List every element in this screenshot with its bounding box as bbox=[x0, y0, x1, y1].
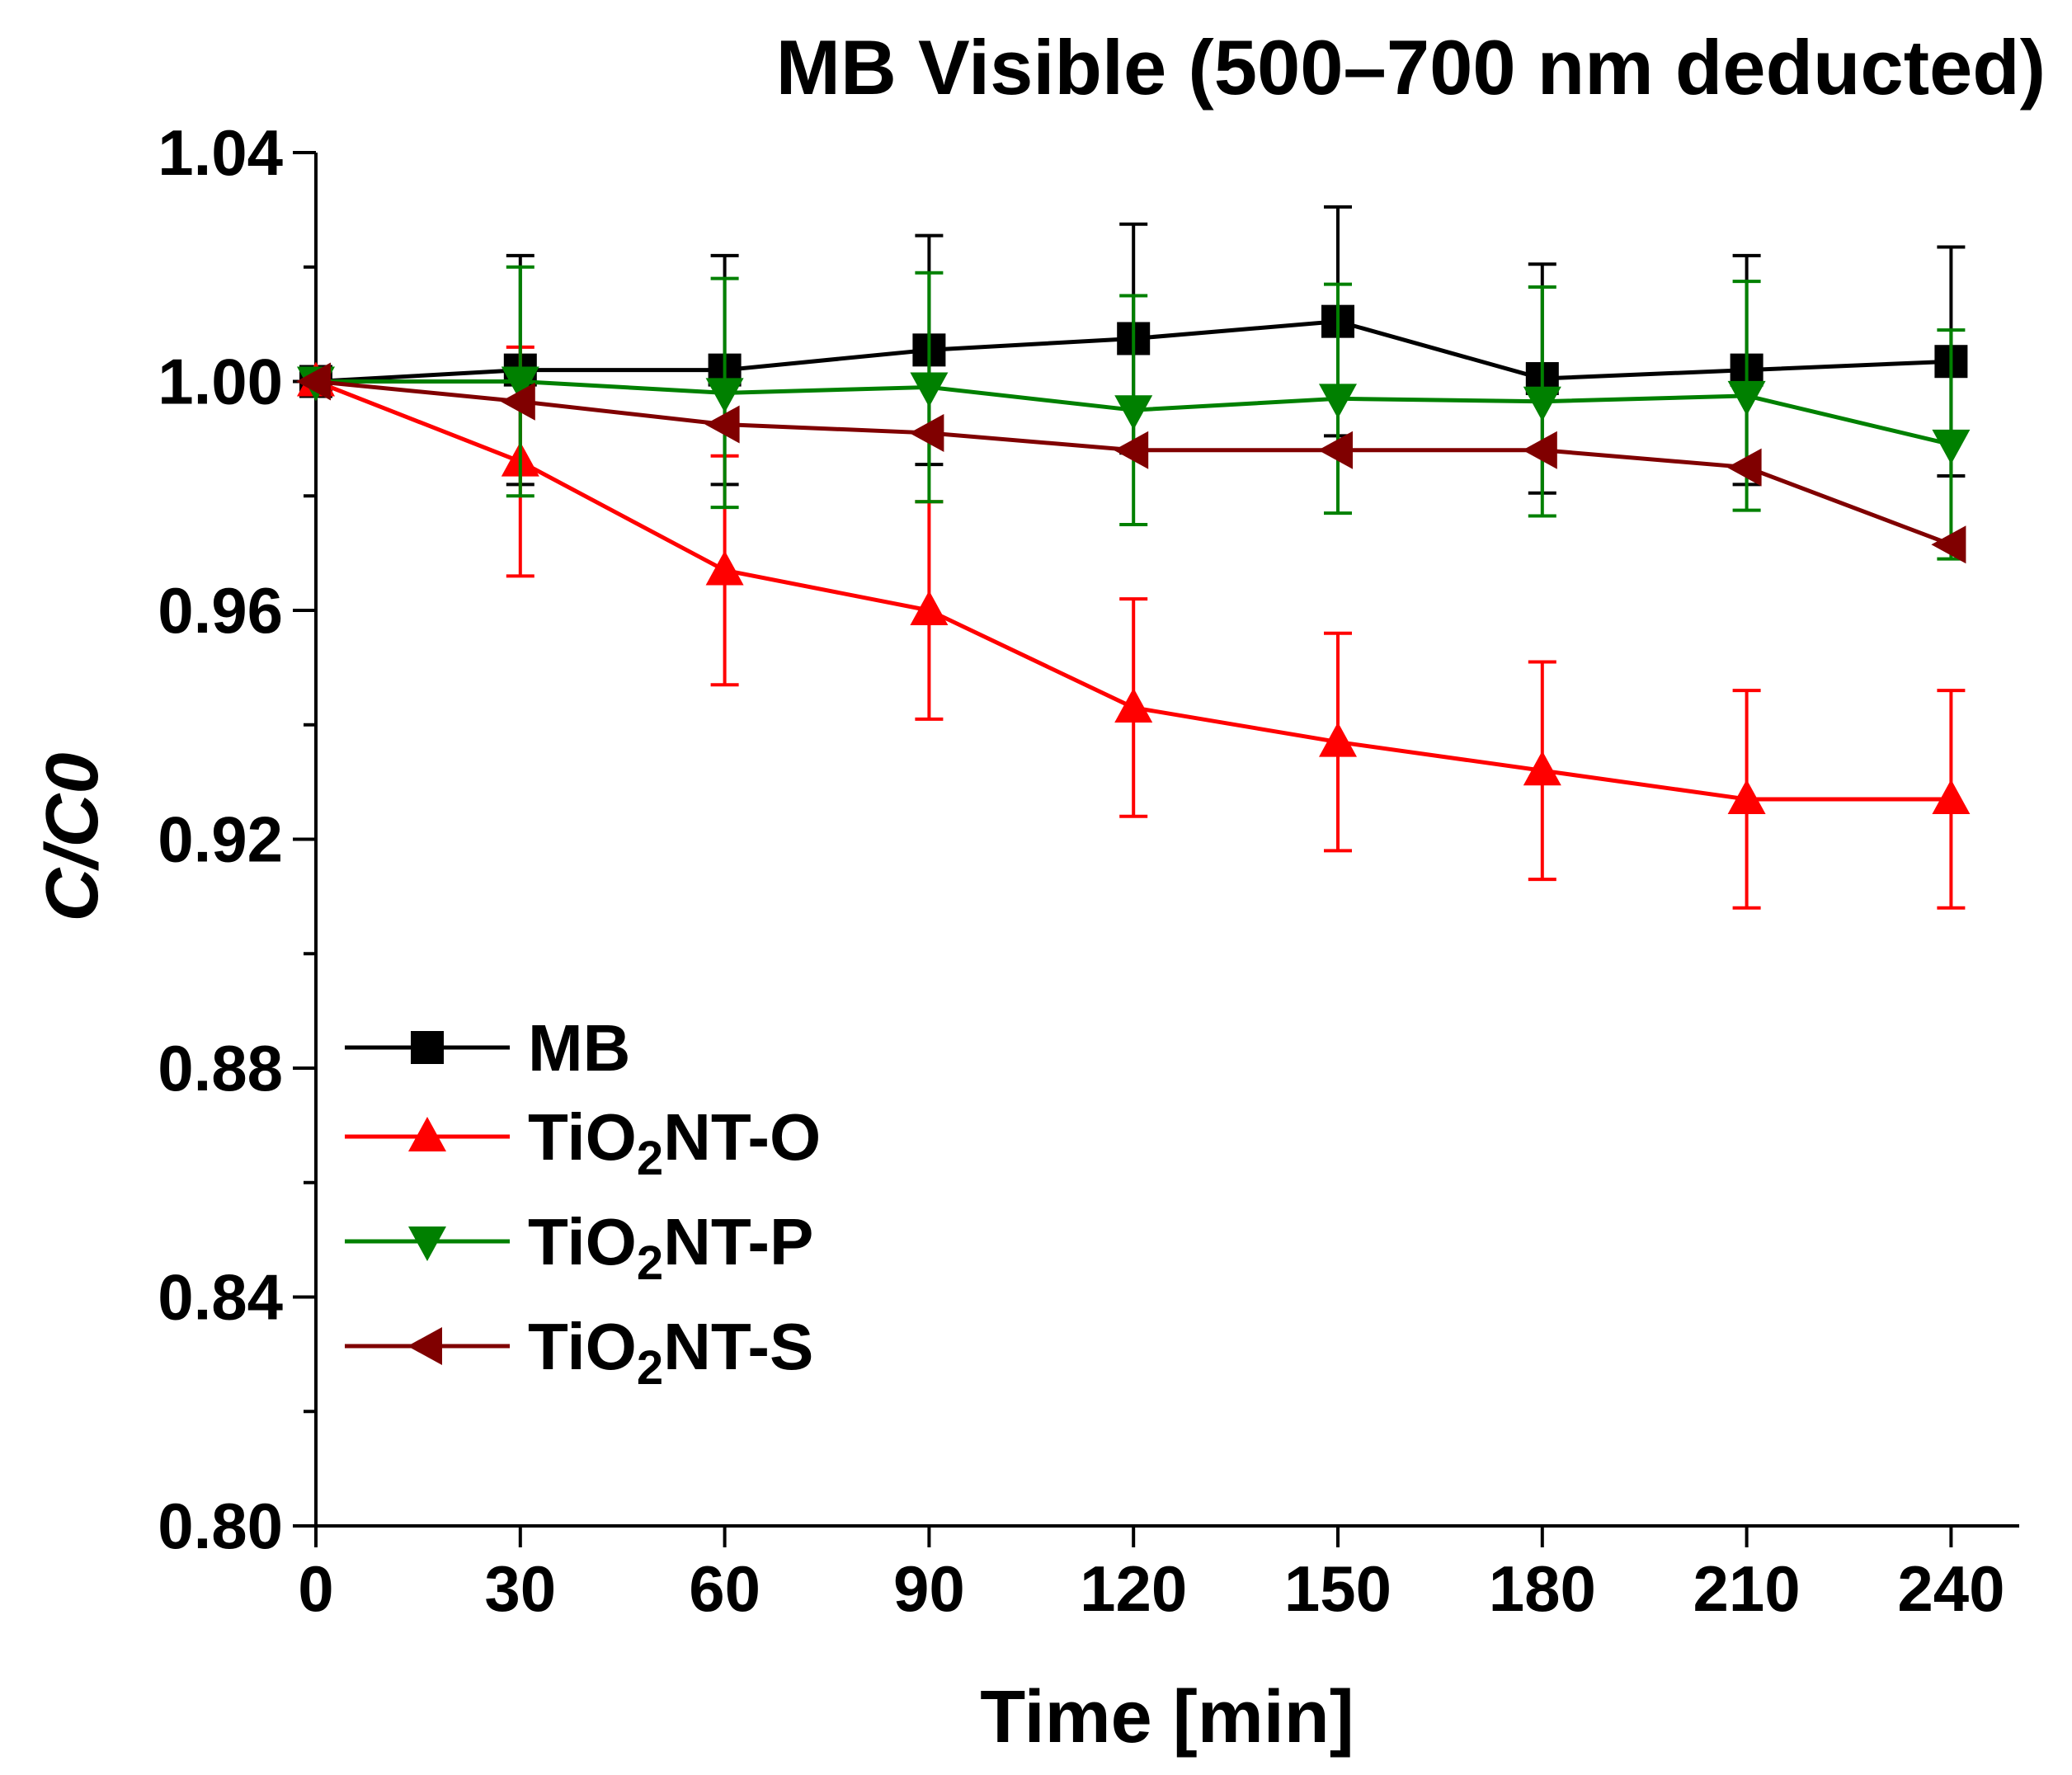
x-tick-label: 180 bbox=[1489, 1552, 1596, 1625]
legend-label: TiO2NT-P bbox=[528, 1205, 813, 1290]
data-point bbox=[1114, 395, 1153, 431]
legend-label-part: NT-O bbox=[663, 1100, 821, 1174]
legend-marker bbox=[411, 1031, 444, 1064]
legend-label-part: NT-P bbox=[663, 1205, 813, 1278]
y-tick-label: 0.96 bbox=[158, 574, 283, 647]
data-point bbox=[909, 413, 944, 452]
legend-label: MB bbox=[528, 1011, 630, 1085]
data-point bbox=[1318, 431, 1353, 469]
legend-label-part: TiO bbox=[528, 1205, 637, 1278]
legend-label-part: TiO bbox=[528, 1310, 637, 1383]
data-point bbox=[704, 405, 740, 444]
x-tick-label: 210 bbox=[1693, 1552, 1801, 1625]
legend-marker bbox=[408, 1226, 446, 1261]
data-point bbox=[1726, 448, 1762, 487]
data-point bbox=[1522, 431, 1557, 469]
data-point bbox=[1523, 386, 1561, 421]
legend-label: TiO2NT-O bbox=[528, 1100, 821, 1185]
legend-label-part: NT-S bbox=[663, 1310, 813, 1383]
legend-label-subscript: 2 bbox=[637, 1341, 663, 1395]
x-tick-label: 90 bbox=[893, 1552, 965, 1625]
legend-label-subscript: 2 bbox=[637, 1236, 663, 1290]
series-TiO2NT-P bbox=[297, 265, 1971, 561]
legend-label-part: MB bbox=[528, 1011, 630, 1085]
y-tick-label: 0.80 bbox=[158, 1490, 283, 1562]
x-tick-label: 60 bbox=[689, 1552, 761, 1625]
legend-marker bbox=[407, 1327, 442, 1365]
data-point bbox=[501, 366, 539, 402]
legend-item-TiO2NT-P: TiO2NT-P bbox=[345, 1205, 813, 1290]
y-tick-label: 0.88 bbox=[158, 1032, 283, 1104]
series-TiO2NT-S bbox=[296, 362, 1966, 564]
data-point bbox=[500, 382, 535, 421]
data-point bbox=[1114, 431, 1149, 469]
data-point bbox=[910, 372, 949, 407]
labels: 0.80 0.84 0.88 0.92 0.96 1.00 1.04 0 30 60 90 120 15… bbox=[31, 24, 2046, 1759]
legend-marker bbox=[408, 1117, 446, 1151]
legend-label-subscript: 2 bbox=[637, 1132, 663, 1185]
legend-item-MB: MB bbox=[345, 1011, 630, 1085]
data-point bbox=[1932, 429, 1971, 464]
data-point bbox=[705, 550, 744, 586]
series-layer bbox=[296, 205, 1971, 910]
x-tick-label: 30 bbox=[484, 1552, 556, 1625]
data-point bbox=[1727, 779, 1766, 814]
data-point bbox=[1523, 751, 1561, 786]
y-tick-label: 1.00 bbox=[158, 346, 283, 418]
legend-item-TiO2NT-S: TiO2NT-S bbox=[345, 1310, 813, 1395]
data-point bbox=[1727, 380, 1766, 416]
legend-label-part: TiO bbox=[528, 1100, 637, 1174]
y-axis-label-sub: 0 bbox=[31, 752, 114, 793]
data-point bbox=[705, 378, 744, 413]
y-tick-label: 0.92 bbox=[158, 803, 283, 876]
data-point bbox=[910, 591, 949, 625]
chart-title: MB Visible (500–700 nm deducted) bbox=[776, 24, 2046, 111]
data-point bbox=[1319, 384, 1357, 419]
y-axis-label-main: C/C bbox=[31, 793, 114, 922]
data-point bbox=[296, 362, 331, 401]
data-point bbox=[1932, 779, 1971, 814]
y-tick-label: 0.84 bbox=[158, 1261, 283, 1334]
y-axis-label: C/C0 bbox=[31, 752, 114, 921]
data-point bbox=[1114, 687, 1153, 723]
data-point bbox=[1319, 722, 1357, 757]
legend-label: TiO2NT-S bbox=[528, 1310, 813, 1395]
x-tick-label: 0 bbox=[298, 1552, 333, 1625]
legend-item-TiO2NT-O: TiO2NT-O bbox=[345, 1100, 821, 1185]
y-tick-label: 1.04 bbox=[158, 116, 283, 189]
x-axis-label: Time [min] bbox=[980, 1676, 1354, 1759]
data-point bbox=[1931, 525, 1966, 564]
x-tick-label: 240 bbox=[1897, 1552, 2004, 1625]
x-tick-label: 150 bbox=[1284, 1552, 1392, 1625]
x-tick-label: 120 bbox=[1080, 1552, 1187, 1625]
